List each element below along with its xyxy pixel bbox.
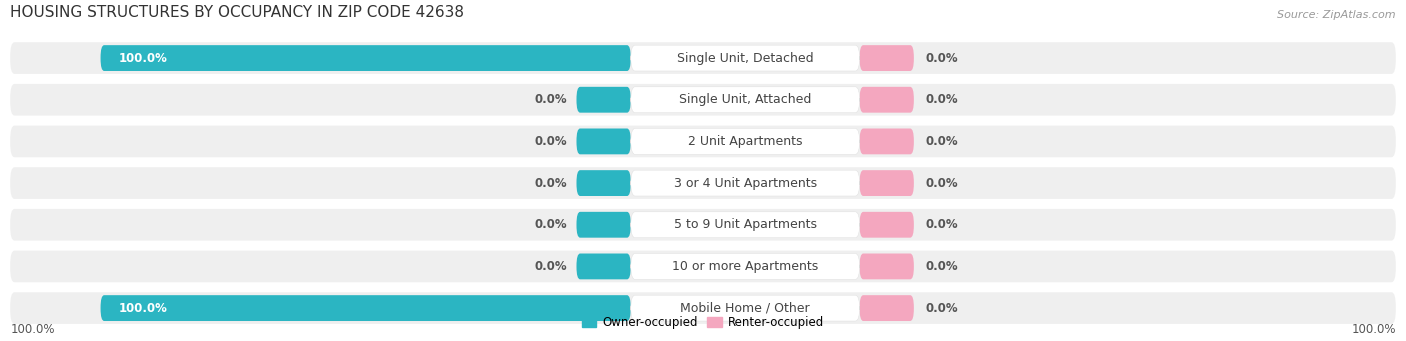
FancyBboxPatch shape [859,253,914,279]
Text: 0.0%: 0.0% [534,177,567,190]
Text: 100.0%: 100.0% [118,51,167,64]
Text: 0.0%: 0.0% [927,51,959,64]
FancyBboxPatch shape [576,253,631,279]
FancyBboxPatch shape [631,170,859,196]
Text: 2 Unit Apartments: 2 Unit Apartments [688,135,803,148]
Text: Single Unit, Attached: Single Unit, Attached [679,93,811,106]
Text: 0.0%: 0.0% [927,93,959,106]
FancyBboxPatch shape [631,87,859,113]
FancyBboxPatch shape [10,167,1396,199]
FancyBboxPatch shape [859,170,914,196]
Text: 100.0%: 100.0% [118,301,167,315]
FancyBboxPatch shape [859,129,914,154]
FancyBboxPatch shape [10,292,1396,324]
FancyBboxPatch shape [859,87,914,113]
Text: 0.0%: 0.0% [927,260,959,273]
Text: 10 or more Apartments: 10 or more Apartments [672,260,818,273]
FancyBboxPatch shape [10,42,1396,74]
Text: Single Unit, Detached: Single Unit, Detached [676,51,814,64]
FancyBboxPatch shape [10,125,1396,157]
FancyBboxPatch shape [101,295,631,321]
FancyBboxPatch shape [10,251,1396,282]
Text: 0.0%: 0.0% [534,260,567,273]
Text: Source: ZipAtlas.com: Source: ZipAtlas.com [1277,10,1396,20]
FancyBboxPatch shape [576,129,631,154]
Text: 3 or 4 Unit Apartments: 3 or 4 Unit Apartments [673,177,817,190]
FancyBboxPatch shape [576,170,631,196]
FancyBboxPatch shape [631,45,859,71]
Text: 0.0%: 0.0% [534,218,567,231]
Text: 0.0%: 0.0% [927,135,959,148]
Text: 0.0%: 0.0% [534,135,567,148]
FancyBboxPatch shape [859,212,914,238]
Legend: Owner-occupied, Renter-occupied: Owner-occupied, Renter-occupied [578,311,828,333]
Text: 0.0%: 0.0% [927,177,959,190]
Text: 0.0%: 0.0% [534,93,567,106]
Text: 0.0%: 0.0% [927,218,959,231]
Text: 0.0%: 0.0% [927,301,959,315]
FancyBboxPatch shape [576,212,631,238]
FancyBboxPatch shape [576,87,631,113]
FancyBboxPatch shape [631,295,859,321]
Text: 5 to 9 Unit Apartments: 5 to 9 Unit Apartments [673,218,817,231]
FancyBboxPatch shape [859,45,914,71]
FancyBboxPatch shape [631,212,859,238]
FancyBboxPatch shape [10,84,1396,116]
FancyBboxPatch shape [859,295,914,321]
Text: HOUSING STRUCTURES BY OCCUPANCY IN ZIP CODE 42638: HOUSING STRUCTURES BY OCCUPANCY IN ZIP C… [10,5,464,20]
FancyBboxPatch shape [101,45,631,71]
Text: 100.0%: 100.0% [10,323,55,336]
FancyBboxPatch shape [631,253,859,279]
FancyBboxPatch shape [10,209,1396,241]
Text: Mobile Home / Other: Mobile Home / Other [681,301,810,315]
FancyBboxPatch shape [631,129,859,154]
Text: 100.0%: 100.0% [1351,323,1396,336]
